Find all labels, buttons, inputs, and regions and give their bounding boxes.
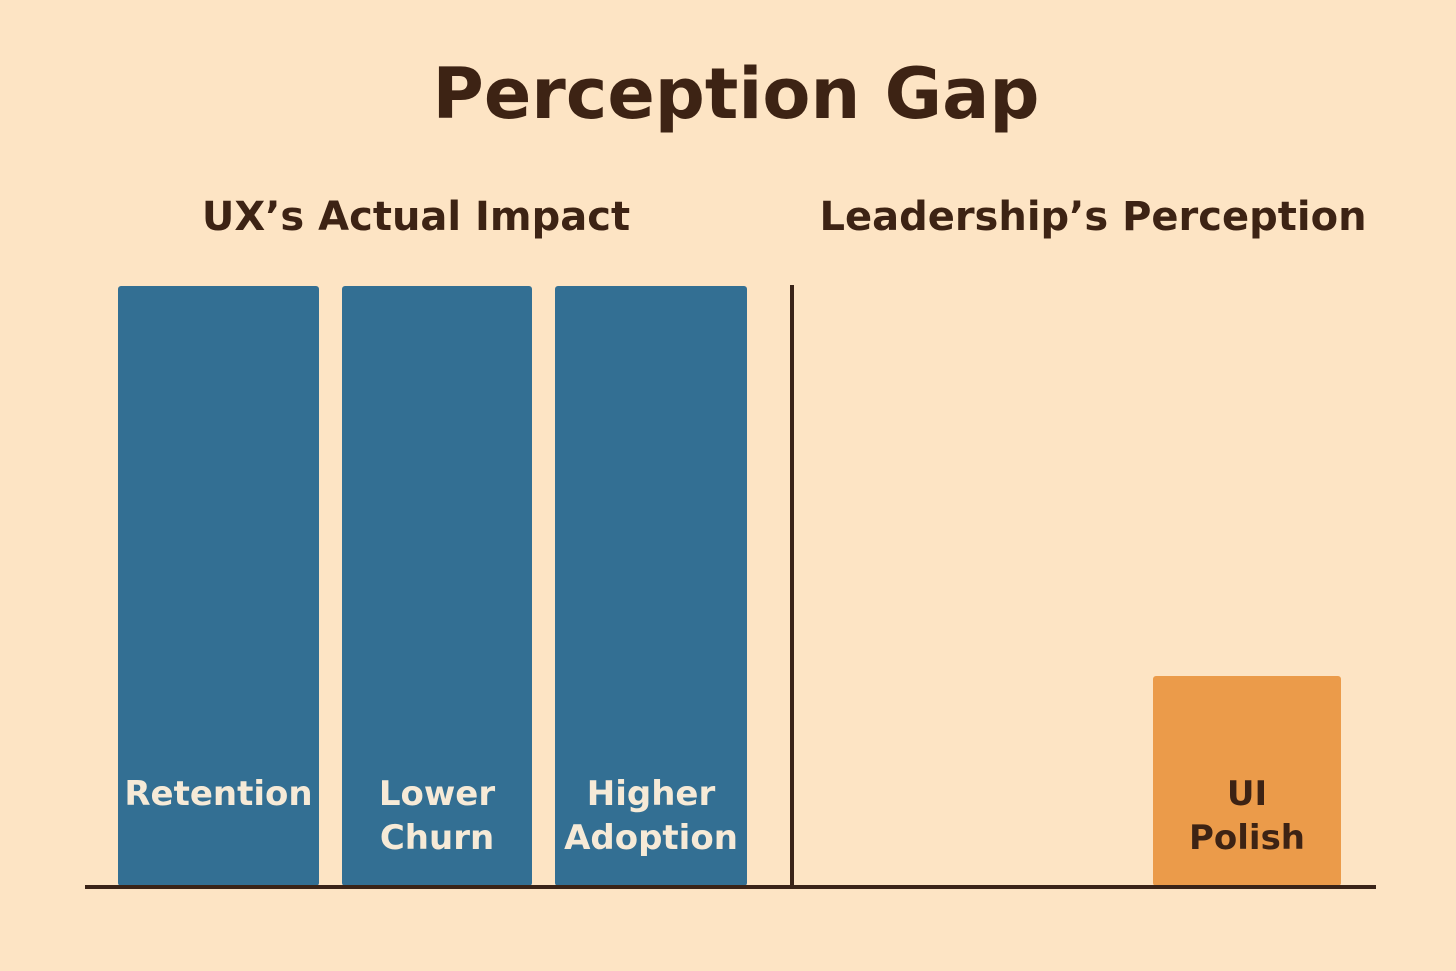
bar-label-higher-adoption: Higher Adoption xyxy=(564,774,738,858)
bar-label-line: Higher xyxy=(587,774,716,814)
bar-label-lower-churn: Lower Churn xyxy=(379,774,495,858)
bar-label-line: UI xyxy=(1227,774,1267,814)
bar-higher-adoption xyxy=(555,286,747,886)
bar-label-line: Retention xyxy=(124,774,312,814)
bar-label-line: Churn xyxy=(380,818,494,858)
bar-label-retention: Retention xyxy=(124,774,312,814)
bar-retention xyxy=(118,286,319,886)
bars-layer: Retention Lower Churn Higher Adoption UI Polis… xyxy=(118,286,1341,886)
bar-label-line: Adoption xyxy=(564,818,738,858)
bar-label-line: Lower xyxy=(379,774,495,814)
panel-title-actual: UX’s Actual Impact xyxy=(202,194,630,240)
chart-title: Perception Gap xyxy=(433,53,1040,135)
bar-label-line: Polish xyxy=(1189,818,1305,858)
panel-title-perception: Leadership’s Perception xyxy=(819,194,1366,240)
bar-label-ui-polish: UI Polish xyxy=(1189,774,1305,858)
bar-ui-polish xyxy=(1153,676,1341,886)
bar-lower-churn xyxy=(342,286,532,886)
